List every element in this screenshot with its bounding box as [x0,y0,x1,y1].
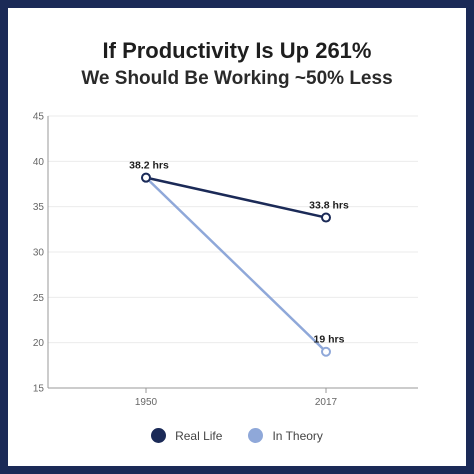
legend-swatch-real-life [151,428,167,443]
y-tick-label: 40 [33,157,45,168]
data-point-in-theory [321,346,331,357]
legend: Real Life In Theory [8,428,466,443]
legend-label-in-theory: In Theory [272,428,323,443]
legend-swatch-in-theory [248,428,264,443]
legend-item-in-theory: In Theory [248,428,323,443]
series-line-in-theory [144,176,328,353]
y-tick-label: 45 [33,112,45,123]
chart-card: If Productivity Is Up 261% We Should Be … [8,8,466,466]
data-label-in-theory: 19 hrs [314,334,345,346]
y-tick-label: 20 [33,338,45,349]
chart-title: If Productivity Is Up 261% [102,38,372,63]
y-tick-label: 30 [33,248,45,259]
data-point-real-life [321,212,331,223]
x-tick-label: 1950 [135,397,158,408]
y-tick-label: 25 [33,293,45,304]
legend-label-real-life: Real Life [175,428,223,443]
series-line-real-life [144,176,328,219]
y-tick-label: 15 [33,384,45,395]
chart-subtitle: We Should Be Working ~50% Less [81,68,393,89]
y-tick-label: 35 [33,202,45,213]
data-point-real-life [141,172,151,183]
data-label-real-life: 33.8 hrs [309,200,349,212]
legend-item-real-life: Real Life [151,428,222,443]
data-label-real-life: 38.2 hrs [129,160,169,172]
x-tick-label: 2017 [315,397,338,408]
line-chart: 15 20 25 30 35 40 45 1950 2017 38.2 hrs 33.8 hrs 19… [33,112,418,408]
